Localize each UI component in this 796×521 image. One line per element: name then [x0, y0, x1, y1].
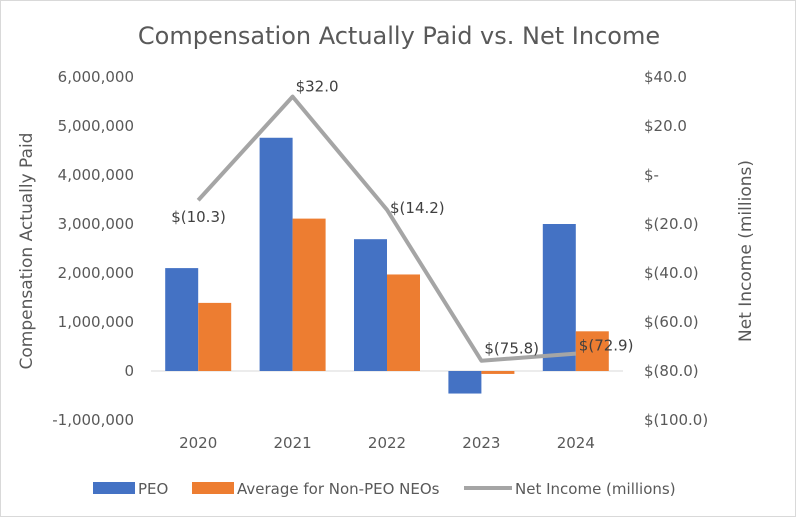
y-tick-label: 6,000,000	[58, 68, 134, 86]
y-tick-label: 2,000,000	[58, 264, 134, 282]
bar-peo	[448, 371, 482, 394]
x-tick-label: 2024	[557, 434, 595, 452]
y2-tick-label: $40.0	[644, 68, 687, 86]
y-tick-label: 3,000,000	[58, 215, 134, 233]
net-income-data-label: $(10.3)	[171, 208, 226, 226]
y-tick-label: 5,000,000	[58, 117, 134, 135]
y-tick-label: 0	[124, 362, 134, 380]
y2-tick-label: $(100.0)	[644, 411, 708, 429]
y2-axis-label: Net Income (millions)	[736, 160, 756, 342]
legend: PEO Average for Non-PEO NEOs Net Income (m…	[93, 480, 676, 498]
net-income-data-label: $(14.2)	[390, 199, 445, 217]
y2-tick-label: $-	[644, 166, 659, 184]
y-axis-label: Compensation Actually Paid	[17, 133, 37, 370]
chart-title: Compensation Actually Paid vs. Net Incom…	[138, 22, 660, 50]
net-income-data-label: $(72.9)	[579, 337, 634, 355]
bar-peo	[354, 239, 387, 371]
legend-label: Net Income (millions)	[515, 480, 676, 498]
bar-non-peo-neo	[575, 331, 609, 371]
y2-tick-label: $(40.0)	[644, 264, 699, 282]
bar-peo	[542, 224, 576, 371]
legend-swatch	[192, 482, 234, 494]
y2-tick-label: $(80.0)	[644, 362, 699, 380]
bar-peo	[165, 268, 199, 371]
bar-non-peo-neo	[292, 218, 326, 371]
y-tick-label: 4,000,000	[58, 166, 134, 184]
legend-swatch	[93, 482, 135, 494]
y-tick-label: 1,000,000	[58, 313, 134, 331]
net-income-data-label: $32.0	[296, 78, 339, 96]
bar-non-peo-neo	[481, 371, 515, 374]
x-tick-label: 2022	[368, 434, 406, 452]
bar-peo	[259, 137, 293, 371]
x-tick-label: 2023	[462, 434, 500, 452]
x-tick-label: 2021	[274, 434, 312, 452]
net-income-line	[196, 94, 576, 363]
x-tick-label: 2020	[179, 434, 217, 452]
y2-tick-label: $(20.0)	[644, 215, 699, 233]
y2-tick-label: $(60.0)	[644, 313, 699, 331]
y2-tick-label: $20.0	[644, 117, 687, 135]
legend-label: Average for Non-PEO NEOs	[237, 480, 440, 498]
bar-non-peo-neo	[387, 274, 420, 371]
bar-non-peo-neo	[198, 302, 232, 371]
net-income-data-label: $(75.8)	[484, 340, 539, 358]
y-tick-label: -1,000,000	[52, 411, 134, 429]
plot-area: 6,000,000 5,000,000 4,000,000 3,000,000 2,00…	[52, 68, 708, 452]
legend-label: PEO	[138, 480, 168, 498]
